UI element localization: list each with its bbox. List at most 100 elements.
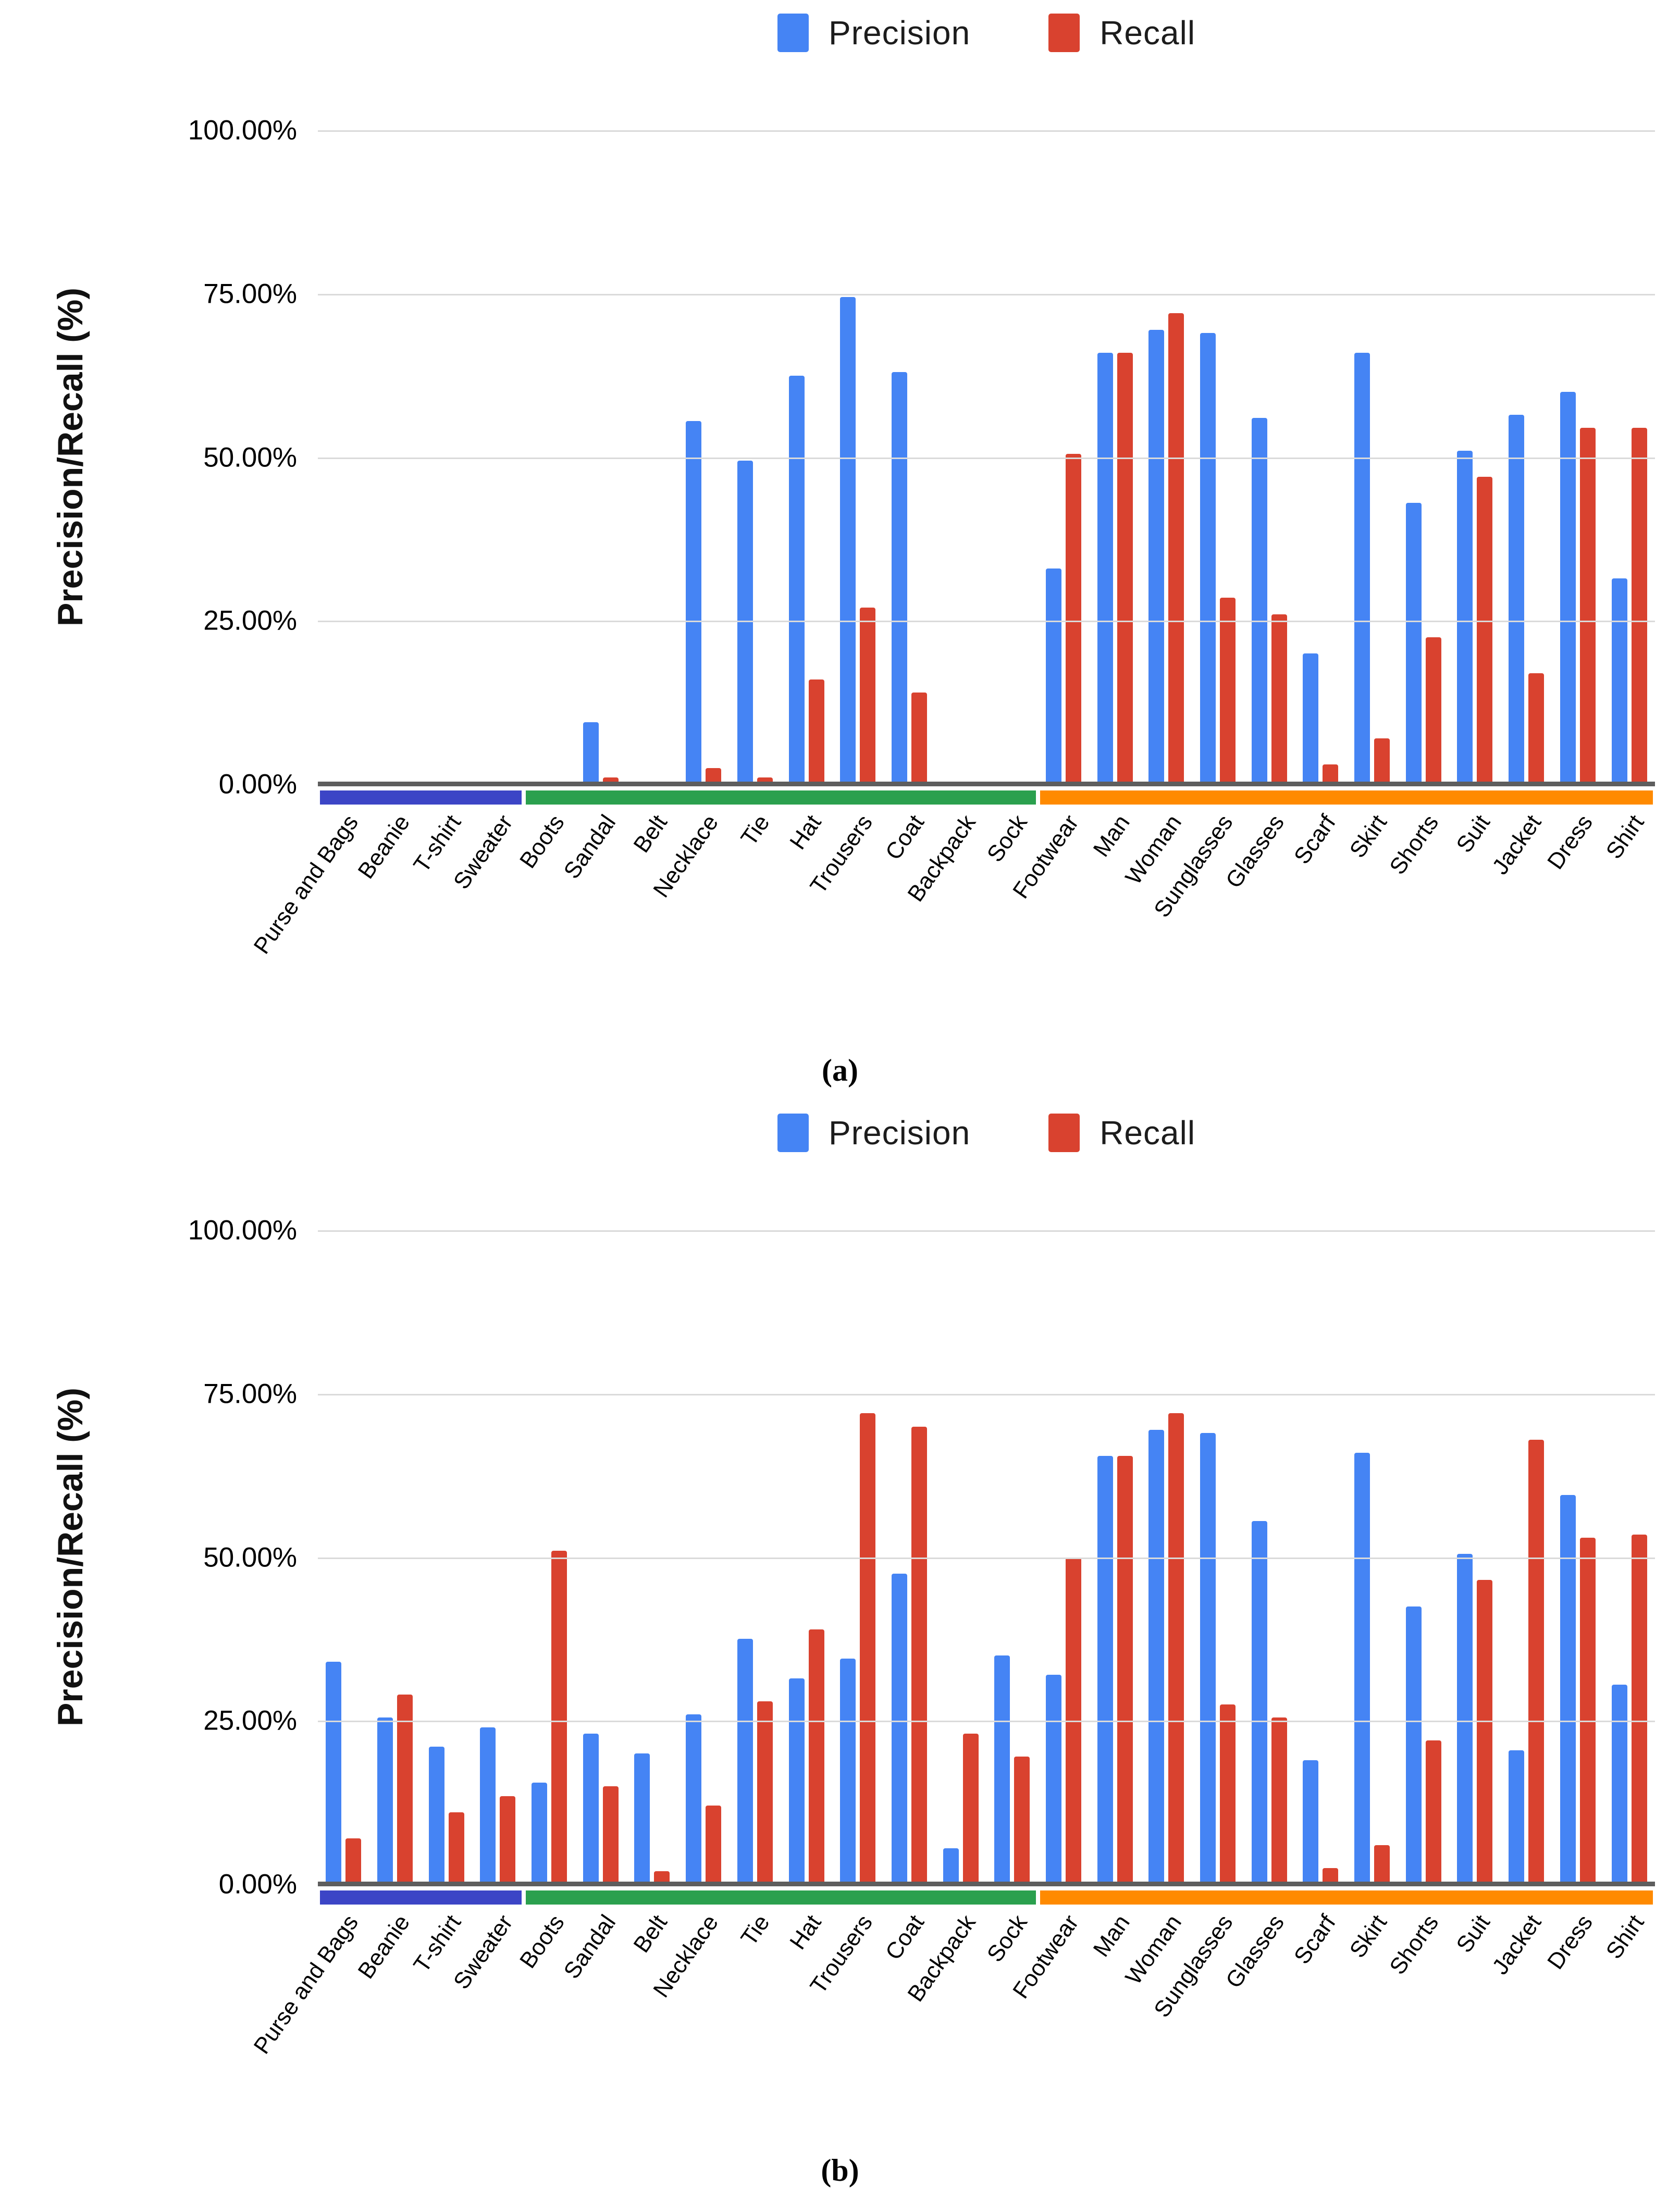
precision-bar [1457,1554,1473,1884]
y-tick-label: 25.00% [203,605,297,636]
x-axis-category-label: Dress [1542,1910,1598,1974]
precision-bar [788,1678,805,1884]
category-group [1552,1230,1604,1884]
category-group [421,1230,472,1884]
x-axis-category-label: Man [1088,1910,1135,1962]
precision-bar [1405,1606,1422,1884]
category-group [524,1230,575,1884]
category-group [1089,1230,1141,1884]
recall-bar [602,1786,619,1884]
y-tick-label: 100.00% [188,115,297,146]
gridline [318,1721,1655,1723]
category-band [320,790,522,805]
category-group [935,1230,986,1884]
category-group [369,1230,421,1884]
precision-bar [840,1659,856,1884]
recall-bar [1528,1439,1545,1884]
recall-swatch-icon [1048,14,1080,52]
gridline [318,457,1655,459]
category-group [1141,130,1192,784]
x-axis-category-label: Belt [628,1910,672,1958]
category-group [986,1230,1038,1884]
recall-bar [1425,1740,1441,1884]
y-axis-title: Precision/Recall (%) [51,287,90,627]
precision-bar [480,1727,496,1884]
category-group [1449,1230,1501,1884]
category-group [1449,130,1501,784]
recall-bar [1631,428,1647,784]
recall-bar [1579,1537,1596,1884]
gridline [318,1230,1655,1232]
x-axis-category-label: Belt [628,810,672,858]
category-band [525,1890,1036,1905]
precision-bar [686,421,702,784]
precision-bar [1045,1675,1061,1884]
gridline [318,1393,1655,1395]
category-group [1603,130,1655,784]
x-axis-labels: Purse and Bags Beanie T-shirt Sweater Boots S… [249,808,1655,1037]
x-axis-category-label: Scarf [1289,810,1341,869]
recall-bar [1014,1757,1030,1884]
precision-bar [891,1573,907,1884]
category-group [1192,1230,1244,1884]
legend-label-precision: Precision [828,14,971,52]
y-tick-label: 75.00% [203,1378,297,1410]
precision-bar [1148,1429,1165,1884]
x-axis-category-label: Shirt [1601,1910,1649,1964]
precision-bar [840,297,856,784]
precision-bar [428,1747,444,1884]
recall-bar [962,1734,979,1884]
recall-bar [1323,764,1339,784]
recall-bar [1425,637,1441,784]
category-band [1040,790,1653,805]
panel-caption: (b) [821,2153,859,2187]
category-group [1038,1230,1090,1884]
precision-bar [326,1662,342,1884]
precision-bar [891,372,907,784]
x-axis-category-label: Skirt [1344,1910,1392,1963]
y-tick-label: 100.00% [188,1215,297,1246]
legend-item-recall: Recall [1048,14,1195,52]
recall-bar [1117,1455,1133,1884]
category-group [1501,1230,1552,1884]
panel-a: Precision Recall Precision/Recall (%) 10… [51,14,1655,1087]
x-axis-category-label: Sock [982,1910,1032,1967]
bar-groups [318,130,1655,784]
precision-bar [737,1639,753,1884]
recall-bar [500,1796,516,1884]
y-axis-ticks: 100.00% 75.00% 50.00% 25.00% 0.00% [130,115,297,800]
category-group [1295,1230,1347,1884]
x-axis-category-label: Suit [1451,1910,1495,1958]
category-group [884,1230,935,1884]
category-group [1398,1230,1449,1884]
x-axis-category-label: Jacket [1487,1910,1547,1980]
x-axis-category-label: Scarf [1289,1910,1341,1969]
precision-bar [1509,1750,1525,1884]
category-group [1192,130,1244,784]
recall-bar [860,608,876,784]
category-group [832,1230,884,1884]
precision-bar [583,1734,599,1884]
recall-bar [1374,738,1390,784]
x-axis-category-label: Hat [785,1910,826,1955]
x-axis-category-label: Sock [982,810,1032,867]
recall-bar [1477,477,1493,784]
precision-bar [1097,352,1113,784]
precision-bar [1457,450,1473,784]
precision-bar [994,1655,1010,1884]
plot-area: 100.00% 75.00% 50.00% 25.00% 0.00% Purse and… [188,115,1655,959]
precision-bar [1097,1455,1113,1884]
recall-bar [706,1806,722,1884]
category-group [832,130,884,784]
x-axis-category-label: Skirt [1344,810,1392,863]
category-group [730,1230,781,1884]
recall-bar [1065,454,1081,784]
category-group [472,1230,524,1884]
x-axis-category-label: Suit [1451,810,1495,858]
x-axis-category-label: Boots [514,810,570,873]
category-group [575,1230,626,1884]
legend-item-precision: Precision [777,14,970,52]
x-axis-line [318,1882,1655,1886]
precision-bar [532,1783,548,1884]
x-axis-category-label: Purse and Bags [249,1910,364,2059]
